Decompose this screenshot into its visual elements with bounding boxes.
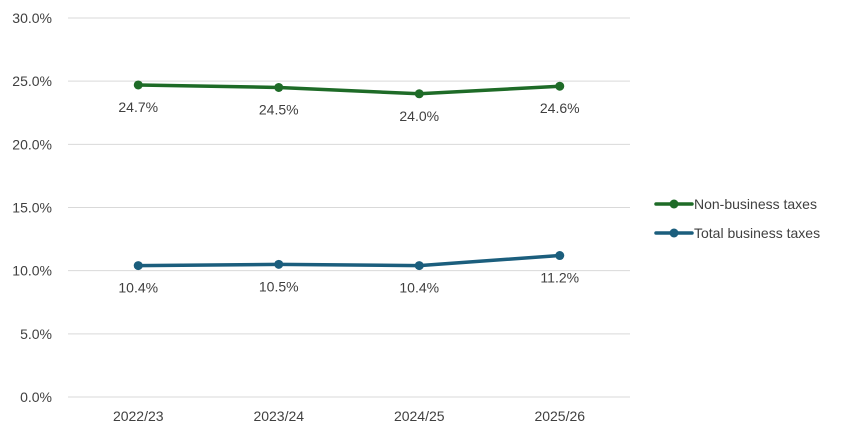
y-tick-label: 25.0% <box>12 73 52 89</box>
data-label: 24.0% <box>399 108 439 124</box>
x-tick-label: 2024/25 <box>394 408 445 424</box>
data-point <box>555 81 565 91</box>
gridlines <box>68 17 630 398</box>
legend-label: Total business taxes <box>694 225 820 241</box>
data-label: 10.4% <box>118 280 158 296</box>
series-line <box>136 83 562 96</box>
series-group <box>133 80 565 271</box>
legend-label: Non-business taxes <box>694 196 817 212</box>
y-tick-label: 20.0% <box>12 136 52 152</box>
y-tick-label: 0.0% <box>20 389 52 405</box>
data-label: 24.6% <box>540 100 580 116</box>
x-tick-label: 2022/23 <box>113 408 164 424</box>
y-tick-label: 10.0% <box>12 263 52 279</box>
x-tick-label: 2023/24 <box>253 408 304 424</box>
data-point <box>274 82 284 92</box>
legend-swatch-marker <box>669 199 679 209</box>
x-tick-label: 2025/26 <box>534 408 585 424</box>
data-point <box>133 80 143 90</box>
x-axis-ticks: 2022/23 2023/24 2024/25 2025/26 <box>113 408 585 424</box>
data-point <box>133 261 143 271</box>
legend: Non-business taxes Total business taxes <box>654 196 820 241</box>
y-tick-label: 5.0% <box>20 326 52 342</box>
series-line <box>136 253 562 268</box>
data-label: 24.7% <box>118 99 158 115</box>
y-tick-label: 30.0% <box>12 10 52 26</box>
data-point <box>555 251 565 261</box>
legend-swatch-marker <box>669 228 679 238</box>
data-point <box>274 259 284 269</box>
data-point <box>414 261 424 271</box>
data-label: 10.5% <box>259 278 299 294</box>
data-label: 24.5% <box>259 101 299 117</box>
data-label: 10.4% <box>399 280 439 296</box>
data-labels: 24.7% 24.5% 24.0% 24.6% 10.4% 10.5% 10.4% 11.2% <box>118 99 579 296</box>
data-point <box>414 89 424 99</box>
data-label: 11.2% <box>540 270 579 286</box>
y-tick-label: 15.0% <box>12 200 52 216</box>
y-axis-ticks: 0.0% 5.0% 10.0% 15.0% 20.0% 25.0% 30.0% <box>12 10 52 405</box>
